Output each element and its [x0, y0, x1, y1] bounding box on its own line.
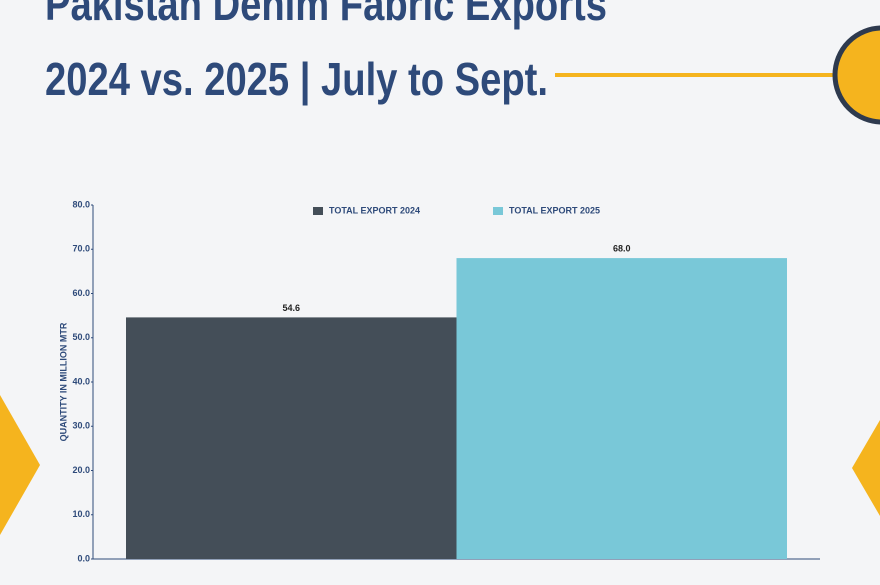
value-label: 54.6 [282, 303, 300, 313]
legend-label: TOTAL EXPORT 2025 [509, 205, 600, 215]
chart-title: 2024 vs. 2025 | July to Sept. [45, 53, 548, 105]
y-tick-label: 10.0 [72, 509, 90, 519]
y-tick-label: 40.0 [72, 376, 90, 386]
decor-circle [832, 25, 880, 125]
y-tick-label: 20.0 [72, 465, 90, 475]
decor-triangle [852, 420, 880, 516]
value-label: 68.0 [613, 243, 631, 253]
y-axis-label: QUANTITY IN MILLION MTR [58, 322, 68, 441]
bar [456, 258, 787, 559]
legend-label: TOTAL EXPORT 2024 [329, 205, 420, 215]
bar [126, 317, 457, 559]
chart-title: Pakistan Denim Fabric Exports [45, 0, 607, 30]
legend-swatch [313, 207, 323, 215]
y-tick-label: 30.0 [72, 421, 90, 431]
decor-triangle [0, 395, 40, 535]
y-tick-label: 50.0 [72, 332, 90, 342]
y-tick-label: 80.0 [72, 199, 90, 209]
y-tick-label: 0.0 [77, 553, 90, 563]
legend-swatch [493, 207, 503, 215]
y-tick-label: 60.0 [72, 288, 90, 298]
y-tick-label: 70.0 [72, 244, 90, 254]
